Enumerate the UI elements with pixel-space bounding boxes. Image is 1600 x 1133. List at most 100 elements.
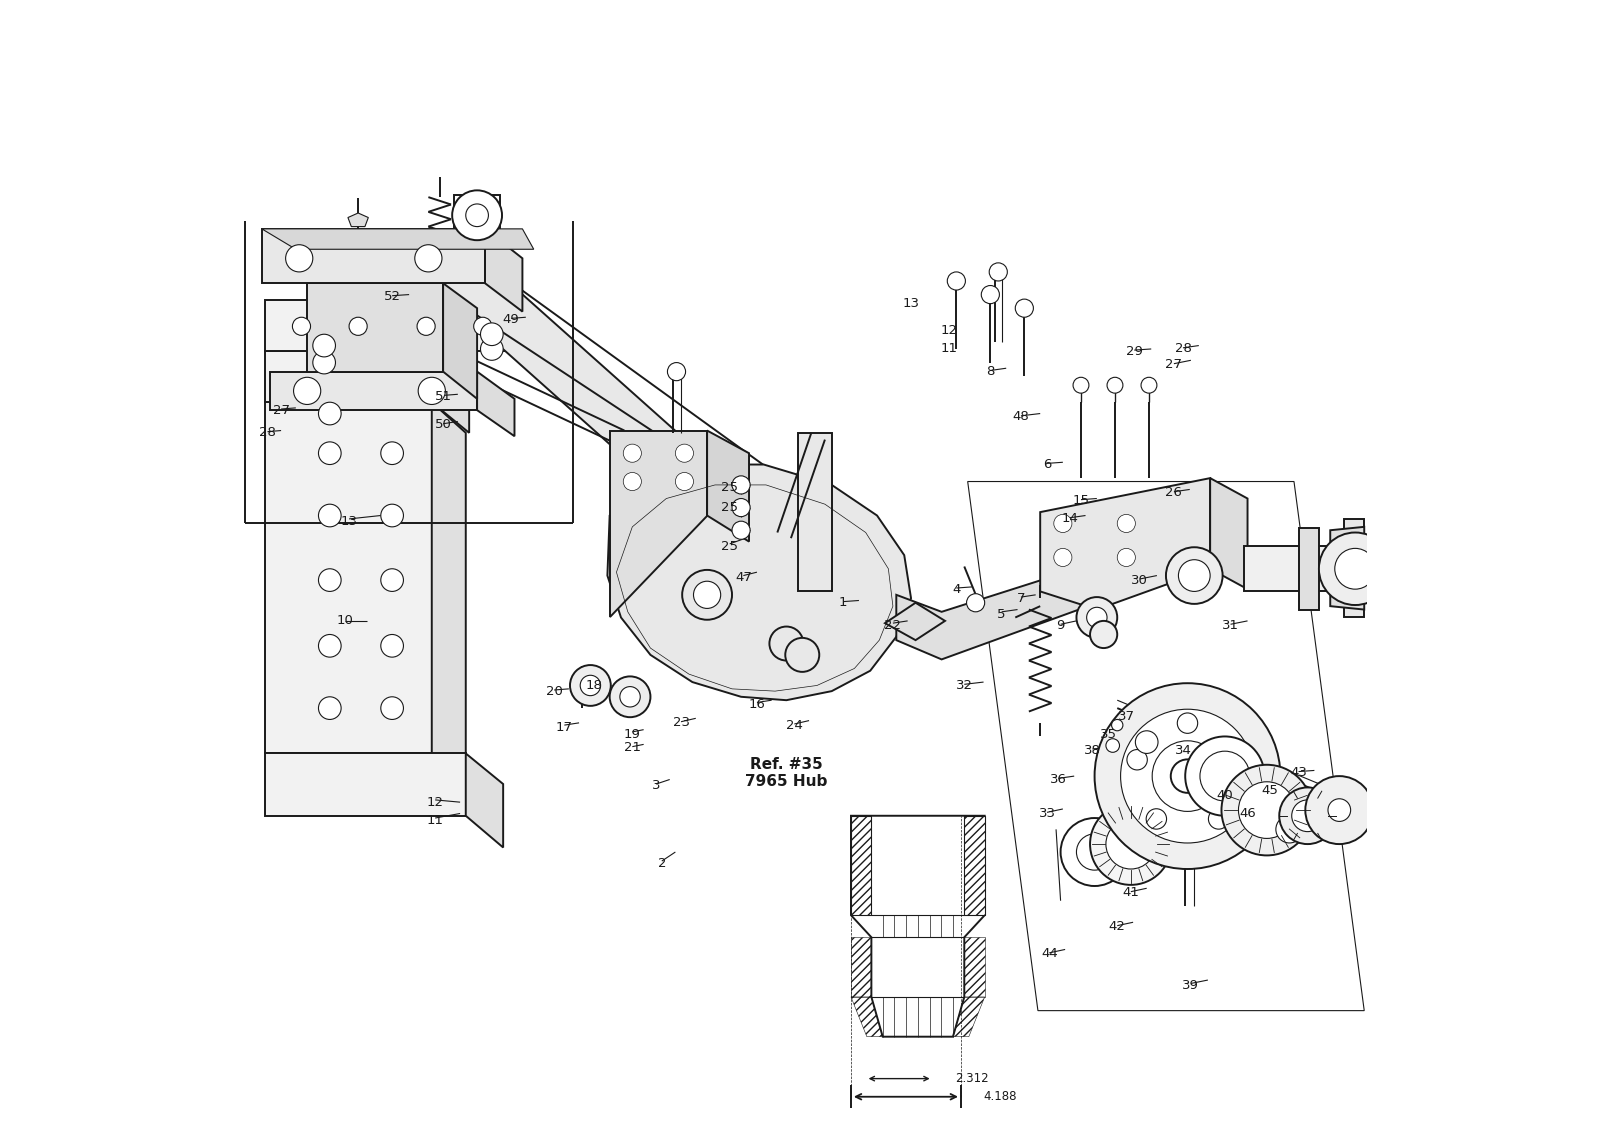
- Polygon shape: [885, 603, 946, 640]
- Circle shape: [418, 377, 445, 404]
- Polygon shape: [266, 753, 466, 816]
- Circle shape: [314, 334, 336, 357]
- Polygon shape: [432, 351, 469, 433]
- Circle shape: [981, 286, 1000, 304]
- Text: 19: 19: [624, 727, 640, 741]
- Circle shape: [318, 569, 341, 591]
- Circle shape: [770, 627, 803, 661]
- Text: 12: 12: [941, 324, 958, 338]
- Circle shape: [480, 338, 502, 360]
- Circle shape: [1117, 514, 1136, 533]
- Circle shape: [318, 634, 341, 657]
- Text: 27: 27: [1165, 358, 1182, 372]
- Circle shape: [1275, 816, 1302, 843]
- Polygon shape: [466, 753, 502, 847]
- Circle shape: [381, 504, 403, 527]
- Polygon shape: [526, 300, 562, 383]
- Circle shape: [581, 675, 600, 696]
- Polygon shape: [307, 283, 443, 372]
- Polygon shape: [798, 433, 832, 591]
- Text: 16: 16: [749, 698, 765, 712]
- Circle shape: [624, 472, 642, 491]
- Text: 32: 32: [955, 679, 973, 692]
- Circle shape: [1146, 809, 1166, 829]
- Text: 20: 20: [546, 684, 563, 698]
- Polygon shape: [896, 555, 1120, 659]
- Text: 1: 1: [838, 596, 848, 610]
- Circle shape: [1054, 514, 1072, 533]
- Polygon shape: [741, 485, 811, 527]
- Text: 25: 25: [722, 480, 738, 494]
- Text: 52: 52: [384, 290, 400, 304]
- Text: 35: 35: [1099, 727, 1117, 741]
- Text: 36: 36: [1050, 773, 1067, 786]
- Polygon shape: [454, 195, 499, 236]
- Text: 15: 15: [1072, 494, 1090, 508]
- Circle shape: [318, 402, 341, 425]
- Circle shape: [1280, 787, 1336, 844]
- Text: 39: 39: [1182, 979, 1200, 993]
- Text: 21: 21: [624, 741, 642, 755]
- Circle shape: [318, 504, 341, 527]
- Text: 30: 30: [1131, 573, 1149, 587]
- Circle shape: [675, 472, 693, 491]
- Polygon shape: [707, 431, 749, 542]
- Text: 28: 28: [259, 426, 275, 440]
- Circle shape: [1120, 709, 1254, 843]
- Circle shape: [474, 317, 491, 335]
- Circle shape: [1106, 819, 1155, 869]
- Text: 33: 33: [1038, 807, 1056, 820]
- Text: 43: 43: [1290, 766, 1307, 780]
- Text: 49: 49: [502, 313, 520, 326]
- Polygon shape: [443, 283, 477, 399]
- Circle shape: [453, 190, 502, 240]
- Text: 12: 12: [427, 795, 443, 809]
- Text: 2: 2: [658, 857, 666, 870]
- Circle shape: [989, 263, 1008, 281]
- Text: 13: 13: [902, 297, 920, 310]
- Circle shape: [349, 317, 366, 335]
- Circle shape: [733, 521, 750, 539]
- Circle shape: [1227, 750, 1248, 770]
- Text: 9: 9: [1056, 619, 1064, 632]
- Polygon shape: [432, 274, 741, 501]
- Polygon shape: [610, 431, 707, 617]
- Circle shape: [947, 272, 965, 290]
- Text: 51: 51: [435, 390, 451, 403]
- Circle shape: [1090, 621, 1117, 648]
- Circle shape: [293, 377, 320, 404]
- Polygon shape: [1210, 478, 1248, 589]
- Circle shape: [1077, 597, 1117, 638]
- Circle shape: [1200, 751, 1250, 801]
- Text: 42: 42: [1109, 920, 1126, 934]
- Polygon shape: [1299, 528, 1318, 610]
- Circle shape: [1186, 736, 1264, 816]
- Circle shape: [1136, 731, 1158, 753]
- Circle shape: [381, 697, 403, 719]
- Circle shape: [418, 317, 435, 335]
- Text: 8: 8: [986, 365, 995, 378]
- Circle shape: [786, 638, 819, 672]
- Text: 17: 17: [555, 721, 573, 734]
- Circle shape: [1117, 548, 1136, 566]
- Circle shape: [1094, 683, 1280, 869]
- Text: 48: 48: [1013, 410, 1029, 424]
- Circle shape: [314, 351, 336, 374]
- Text: 47: 47: [734, 571, 752, 585]
- Circle shape: [610, 676, 651, 717]
- Text: 18: 18: [586, 679, 602, 692]
- Text: 29: 29: [1126, 344, 1142, 358]
- Polygon shape: [477, 372, 515, 436]
- Polygon shape: [262, 229, 534, 249]
- Circle shape: [675, 444, 693, 462]
- Circle shape: [1238, 782, 1294, 838]
- Text: 46: 46: [1238, 807, 1256, 820]
- Polygon shape: [266, 300, 526, 351]
- Text: 37: 37: [1118, 709, 1134, 723]
- Circle shape: [1141, 377, 1157, 393]
- Circle shape: [480, 323, 502, 346]
- Circle shape: [1178, 713, 1198, 733]
- Polygon shape: [851, 816, 984, 1037]
- Circle shape: [733, 499, 750, 517]
- Polygon shape: [266, 351, 432, 402]
